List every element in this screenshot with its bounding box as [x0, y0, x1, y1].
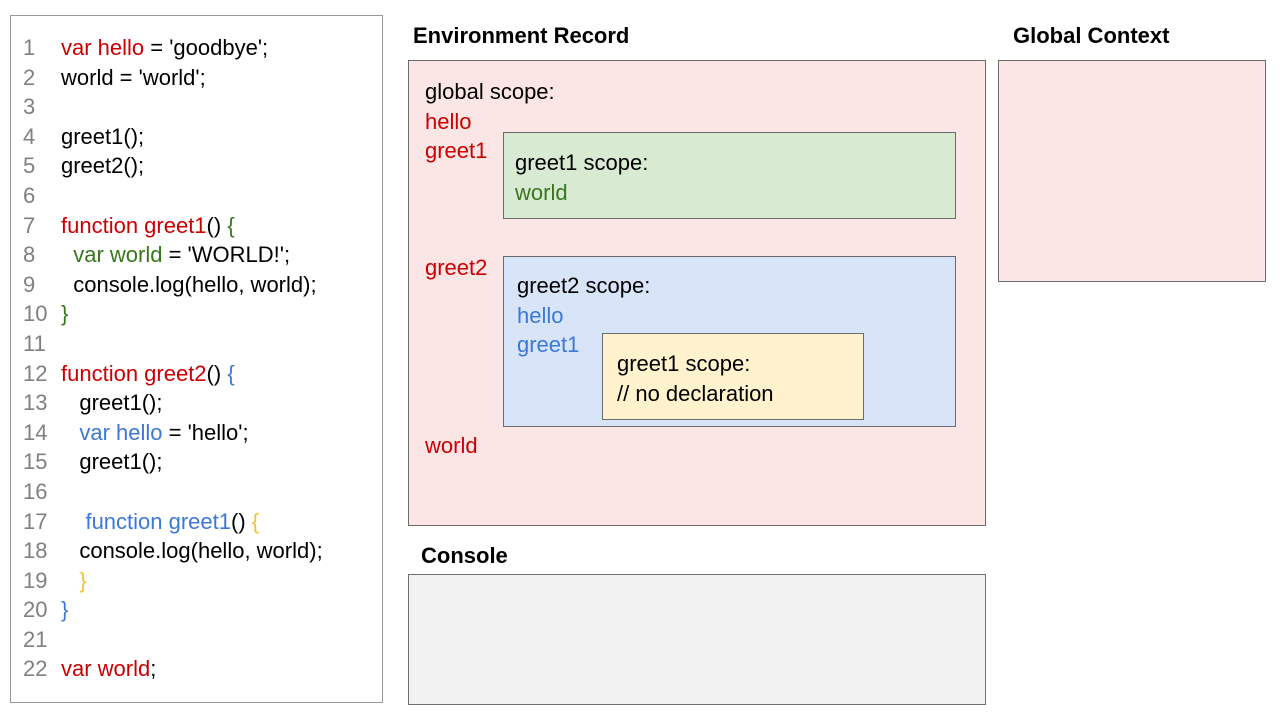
global-context-title: Global Context — [1013, 23, 1170, 48]
code-text: greet1(); — [61, 123, 145, 149]
code-line-3: 3 — [11, 92, 382, 122]
console-output-box — [408, 574, 986, 705]
inner-greet1-scope-box: greet1 scope: // no declaration — [602, 333, 864, 420]
line-number: 3 — [23, 94, 36, 120]
code-line-7: 7 function greet1() { — [11, 211, 382, 241]
code-text: } — [61, 597, 69, 623]
code-line-5: 5 greet2(); — [11, 151, 382, 181]
code-line-9: 9 console.log(hello, world); — [11, 270, 382, 300]
global-context-box — [998, 60, 1266, 282]
greet1-scope-label: greet1 scope: — [515, 150, 649, 175]
line-number: 10 — [23, 301, 48, 327]
code-text: world = 'world'; — [61, 64, 206, 90]
greet2-scope-box: greet2 scope: hello greet1 greet1 scope:… — [503, 256, 956, 427]
greet1-var-world: world — [515, 179, 568, 205]
code-line-1: 1 var hello = 'goodbye'; — [11, 33, 382, 63]
code-text: greet1(); — [61, 390, 163, 416]
line-number: 6 — [23, 182, 36, 208]
greet2-var-greet1: greet1 — [517, 332, 580, 358]
code-line-6: 6 — [11, 181, 382, 211]
line-number: 4 — [23, 123, 36, 149]
code-text: var world = 'WORLD!'; — [73, 242, 291, 268]
line-number: 20 — [23, 597, 48, 623]
code-line-11: 11 — [11, 329, 382, 359]
global-var-greet2: greet2 — [425, 255, 488, 280]
code-text: greet2(); — [61, 153, 145, 179]
code-text: console.log(hello, world); — [61, 538, 323, 564]
code-line-8: 8 var world = 'WORLD!'; — [11, 240, 382, 270]
environment-record-title: Environment Record — [413, 23, 630, 48]
code-text: } — [61, 567, 87, 593]
code-text: greet1(); — [61, 449, 163, 475]
code-line-21: 21 — [11, 625, 382, 655]
global-scope-box: global scope: hello greet1 greet2 world … — [408, 60, 986, 526]
global-var-greet1: greet1 — [425, 138, 488, 164]
greet1-scope-box: greet1 scope: world — [503, 132, 956, 219]
global-var-world: world — [425, 433, 478, 458]
code-line-4: 4 greet1(); — [11, 122, 382, 152]
line-number: 12 — [23, 360, 48, 386]
code-text: console.log(hello, world); — [61, 271, 317, 297]
line-number: 5 — [23, 153, 36, 179]
line-number: 2 — [23, 64, 36, 90]
line-number: 16 — [23, 478, 48, 504]
code-line-20: 20} — [11, 595, 382, 625]
code-line-19: 19 } — [11, 566, 382, 596]
line-number: 9 — [23, 271, 36, 297]
code-text: function greet2() { — [61, 360, 235, 386]
code-text: } — [61, 301, 69, 327]
line-number: 17 — [23, 508, 48, 534]
code-line-12: 12 function greet2() { — [11, 359, 382, 389]
code-editor-panel: 1 var hello = 'goodbye'; 2 world = 'world';… — [10, 15, 383, 703]
greet2-scope-label: greet2 scope: — [517, 273, 651, 298]
line-number: 7 — [23, 212, 36, 238]
code-line-13: 13 greet1(); — [11, 388, 382, 418]
global-scope-label: global scope: — [425, 79, 555, 104]
line-number: 14 — [23, 419, 48, 445]
code-line-10: 10} — [11, 299, 382, 329]
line-number: 22 — [23, 656, 48, 682]
code-text: var world; — [61, 656, 157, 682]
code-text: function greet1() { — [61, 212, 235, 238]
code-line-14: 14 var hello = 'hello'; — [11, 418, 382, 448]
code-text: function greet1() { — [85, 508, 260, 534]
line-number: 15 — [23, 449, 48, 475]
global-var-hello: hello — [425, 108, 472, 134]
line-number: 11 — [23, 330, 46, 356]
code-line-22: 22 var world; — [11, 654, 382, 684]
code-line-17: 17 function greet1() { — [11, 507, 382, 537]
console-title: Console — [421, 543, 508, 568]
line-number: 19 — [23, 567, 48, 593]
line-number: 21 — [23, 626, 48, 652]
inner-greet1-comment: // no declaration — [617, 380, 774, 406]
line-number: 8 — [23, 242, 36, 268]
code-text: var hello = 'hello'; — [79, 419, 249, 445]
inner-greet1-scope-label: greet1 scope: — [617, 351, 751, 376]
code-line-16: 16 — [11, 477, 382, 507]
code-line-2: 2 world = 'world'; — [11, 63, 382, 93]
code-line-15: 15 greet1(); — [11, 447, 382, 477]
line-number: 18 — [23, 538, 48, 564]
greet2-var-hello: hello — [517, 302, 564, 328]
code-text: var hello = 'goodbye'; — [61, 35, 269, 60]
line-number: 1 — [23, 35, 36, 60]
line-number: 13 — [23, 390, 48, 416]
code-line-18: 18 console.log(hello, world); — [11, 536, 382, 566]
